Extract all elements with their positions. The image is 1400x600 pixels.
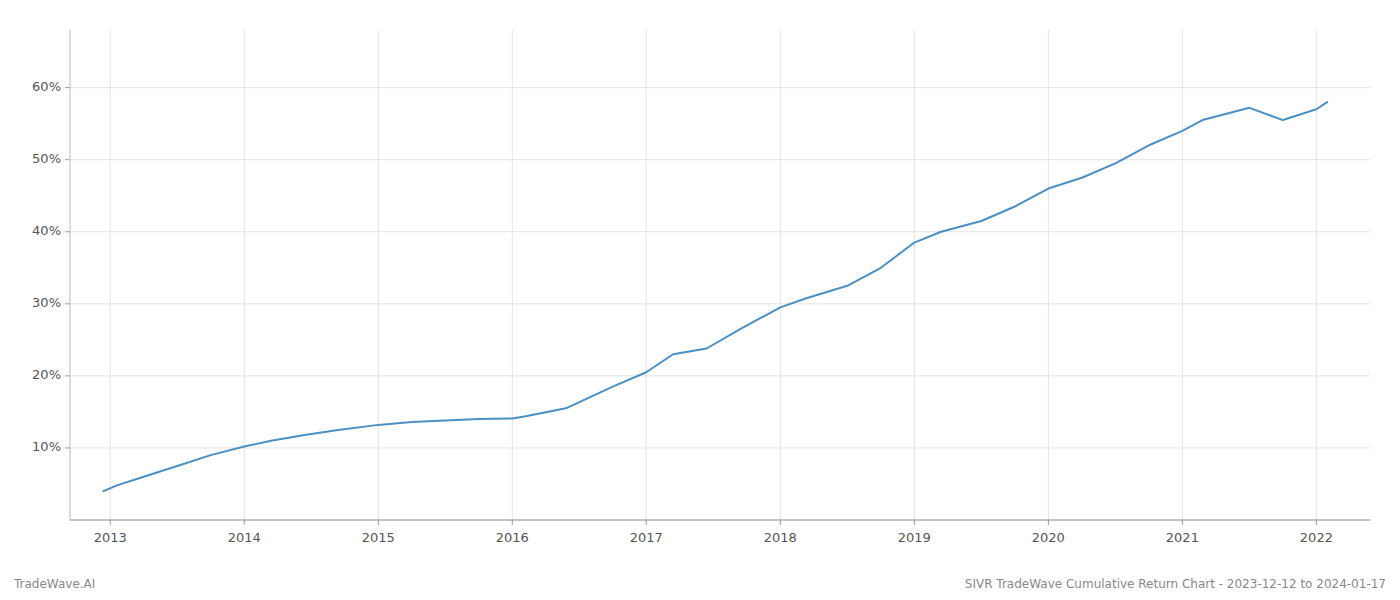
grid-line-y: [70, 231, 1370, 232]
tick-label-x: 2017: [630, 530, 663, 545]
tick-label-y: 40%: [32, 223, 61, 238]
grid: [70, 30, 1370, 520]
tick-label-x: 2022: [1300, 530, 1333, 545]
grid-line-x: [1316, 30, 1317, 520]
grid-line-x: [378, 30, 379, 520]
tick-label-x: 2019: [898, 530, 931, 545]
grid-line-x: [914, 30, 915, 520]
x-axis-line: [70, 520, 1370, 521]
grid-line-x: [1182, 30, 1183, 520]
chart-container: 10% 20% 30% 40% 50% 60% 2013 2014 2015 2016 2017 20…: [0, 0, 1400, 600]
tick-mark-y: [65, 159, 70, 160]
tick-label-x: 2014: [228, 530, 261, 545]
chart-svg: 10% 20% 30% 40% 50% 60% 2013 2014 2015 2016 2017 20…: [0, 0, 1400, 600]
tick-label-x: 2020: [1032, 530, 1065, 545]
tick-mark-x: [646, 520, 647, 525]
tick-mark-x: [244, 520, 245, 525]
tick-mark-y: [65, 303, 70, 304]
y-axis-line: [70, 30, 71, 520]
tick-mark-x: [1316, 520, 1317, 525]
grid-line-x: [1048, 30, 1049, 520]
tick-mark-y: [65, 375, 70, 376]
tick-mark-x: [378, 520, 379, 525]
tick-label-y: 10%: [32, 439, 61, 454]
grid-line-y: [70, 447, 1370, 448]
tick-label-y: 20%: [32, 367, 61, 382]
tick-label-y: 30%: [32, 295, 61, 310]
data-line: [104, 102, 1328, 491]
tick-mark-x: [780, 520, 781, 525]
grid-line-x: [780, 30, 781, 520]
grid-line-x: [110, 30, 111, 520]
tick-mark-x: [512, 520, 513, 525]
grid-line-y: [70, 87, 1370, 88]
tick-label-x: 2015: [362, 530, 395, 545]
grid-line-y: [70, 159, 1370, 160]
axes: 10% 20% 30% 40% 50% 60% 2013 2014 2015 2016 2017 20…: [32, 30, 1370, 545]
title: SIVR TradeWave Cumulative Return Chart -…: [965, 577, 1386, 591]
grid-line-x: [512, 30, 513, 520]
grid-line-y: [70, 375, 1370, 376]
tick-label-x: 2018: [764, 530, 797, 545]
tick-mark-x: [1048, 520, 1049, 525]
grid-line-y: [70, 303, 1370, 304]
tick-label-y: 60%: [32, 79, 61, 94]
tick-mark-y: [65, 447, 70, 448]
tick-label-x: 2013: [94, 530, 127, 545]
tick-mark-y: [65, 87, 70, 88]
tick-mark-x: [914, 520, 915, 525]
watermark: TradeWave.AI: [13, 577, 95, 591]
tick-label-y: 50%: [32, 151, 61, 166]
tick-label-x: 2016: [496, 530, 529, 545]
plot-area: [104, 102, 1328, 491]
tick-mark-x: [1182, 520, 1183, 525]
grid-line-x: [646, 30, 647, 520]
tick-mark-y: [65, 231, 70, 232]
tick-mark-x: [110, 520, 111, 525]
tick-label-x: 2021: [1166, 530, 1199, 545]
